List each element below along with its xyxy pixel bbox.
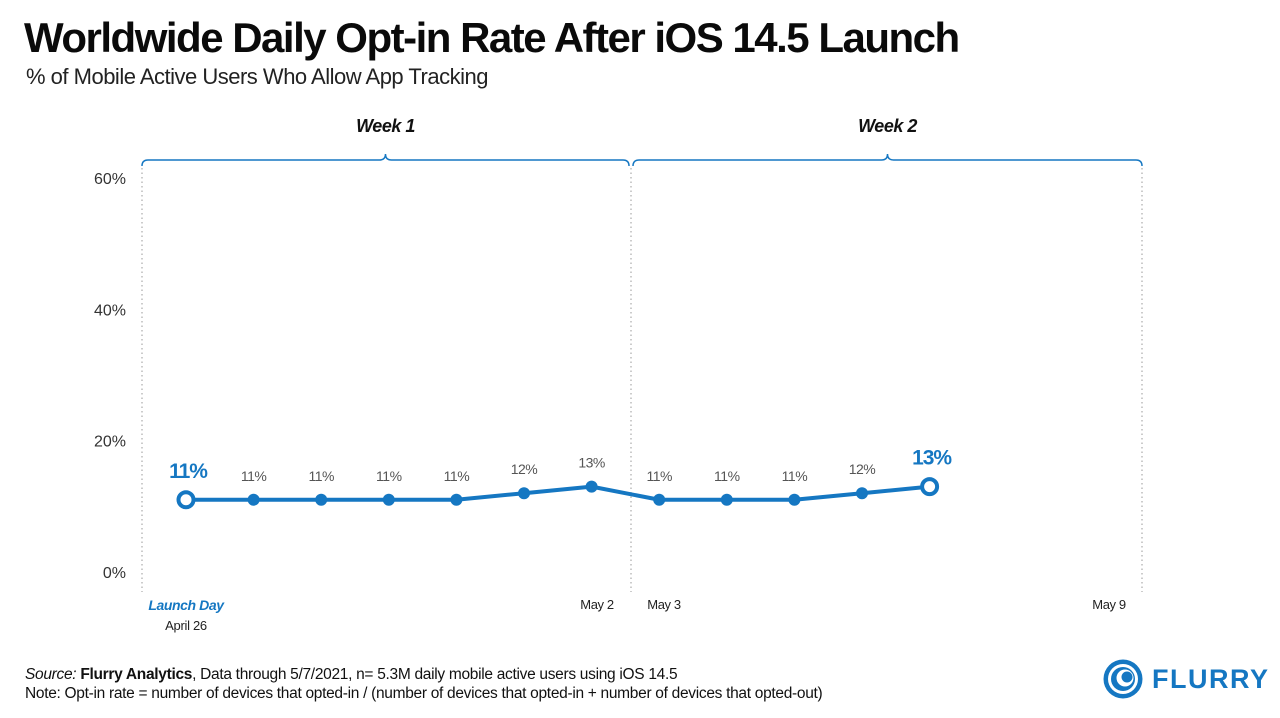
data-label: 12% (849, 461, 876, 477)
flurry-logo-text: FLURRY (1152, 663, 1270, 694)
data-point (315, 493, 328, 506)
chart-subtitle: % of Mobile Active Users Who Allow App T… (26, 64, 488, 89)
x-axis-label: Launch Day (148, 597, 225, 613)
chart-title: Worldwide Daily Opt-in Rate After iOS 14… (24, 14, 960, 61)
data-point (382, 493, 395, 506)
data-point (788, 493, 801, 506)
x-axis-label: May 9 (1092, 597, 1126, 612)
source-details: , Data through 5/7/2021, n= 5.3M daily m… (192, 666, 678, 683)
week-bracket (141, 153, 630, 167)
y-tick-label: 0% (103, 565, 126, 582)
data-label: 11% (444, 468, 470, 484)
data-label: 11% (714, 468, 740, 484)
y-tick-label: 20% (94, 434, 126, 451)
data-point (247, 493, 260, 506)
source-line: Source: Flurry Analytics, Data through 5… (25, 665, 822, 684)
flurry-logo-icon (1103, 659, 1143, 699)
x-axis-label: May 2 (580, 597, 614, 612)
week-label: Week 1 (356, 116, 415, 136)
note-line: Note: Opt-in rate = number of devices th… (25, 685, 823, 702)
data-point-emphasized (176, 490, 196, 510)
x-axis-label: May 3 (647, 597, 681, 612)
source-prefix: Source: (25, 666, 77, 683)
x-axis-sublabel: April 26 (165, 618, 207, 633)
y-tick-label: 60% (94, 171, 126, 188)
week-bracket (632, 153, 1143, 167)
source-name: Flurry Analytics (80, 666, 193, 683)
line-chart: 0% 20% 40% 60% Week 1 Week 2 Launch Day April 2… (94, 116, 1143, 633)
data-point (450, 493, 463, 506)
data-point (585, 480, 598, 493)
flurry-logo: FLURRY (1102, 657, 1270, 701)
data-point (720, 493, 733, 506)
data-point (856, 487, 868, 500)
data-label-emphasized: 13% (912, 447, 952, 470)
data-label: 12% (511, 461, 538, 477)
data-label: 11% (782, 468, 808, 484)
data-label: 11% (646, 468, 672, 484)
y-tick-label: 40% (94, 302, 126, 319)
data-label-emphasized: 11% (169, 460, 208, 483)
series-line (184, 484, 932, 502)
data-label: 11% (376, 468, 402, 484)
week-label: Week 2 (858, 116, 917, 136)
data-point-emphasized (920, 477, 940, 497)
data-label: 11% (308, 468, 334, 484)
data-point (518, 487, 530, 500)
footer-notes: Source: Flurry Analytics, Data through 5… (25, 665, 823, 703)
data-label: 11% (241, 468, 267, 484)
data-point (653, 493, 666, 506)
data-label: 13% (578, 455, 605, 471)
